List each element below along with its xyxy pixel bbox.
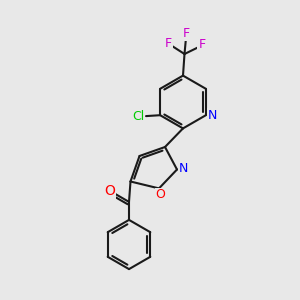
Text: F: F (182, 27, 190, 40)
Text: F: F (198, 38, 206, 52)
Text: F: F (164, 37, 172, 50)
Text: O: O (104, 184, 115, 198)
Text: N: N (208, 109, 217, 122)
Text: N: N (179, 162, 188, 176)
Text: O: O (156, 188, 165, 202)
Text: Cl: Cl (132, 110, 144, 123)
